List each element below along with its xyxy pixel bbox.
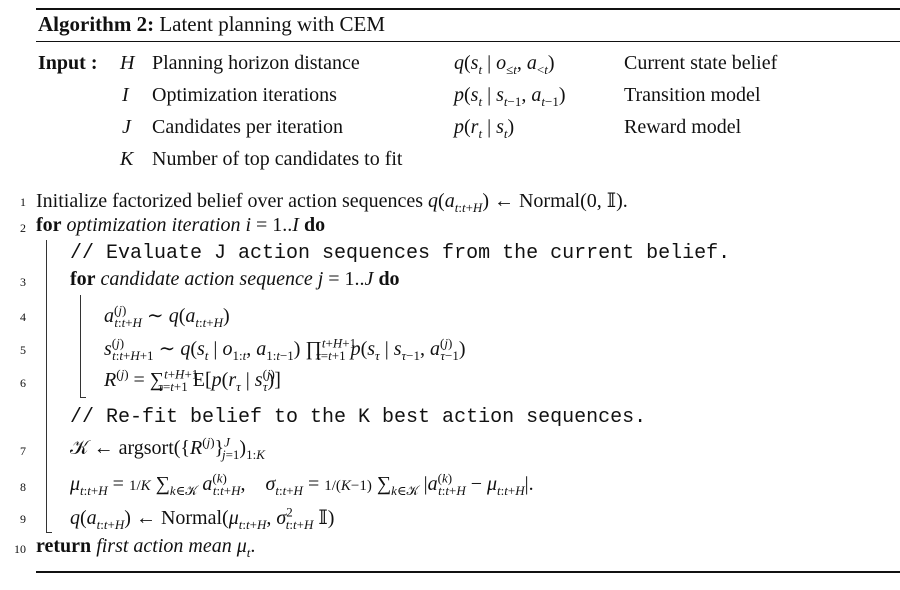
- comment-line: // Re-fit belief to the K best action se…: [70, 406, 646, 429]
- algorithm-line-4: a(j)t:t+H ∼ q(at:t+H): [104, 302, 230, 330]
- algorithm-line-5: s(j)t:t+H+1 ∼ q(st | o1:t, a1:t−1) ∏t+H+…: [104, 335, 466, 363]
- bottom-rule: [36, 571, 900, 573]
- line-number: 3: [20, 275, 26, 289]
- line-number: 8: [20, 480, 26, 494]
- input-symbol: I: [122, 84, 129, 106]
- keyword-do: do: [303, 214, 326, 236]
- block-bar-outer: [46, 240, 47, 532]
- return-description: first action mean: [96, 535, 232, 557]
- keyword-for: for: [70, 268, 96, 290]
- algorithm-title: Algorithm 2: Latent planning with CEM: [38, 12, 385, 37]
- keyword-do: do: [378, 268, 400, 290]
- input-description: Candidates per iteration: [152, 116, 344, 138]
- block-bar-inner-end: [80, 397, 86, 398]
- loop-range: j = 1..J: [317, 268, 374, 290]
- keyword-for: for: [36, 214, 62, 236]
- input-expression-description: Transition model: [624, 84, 761, 106]
- top-rule: [36, 8, 900, 10]
- algorithm-line-3: for candidate action sequence j = 1..J d…: [70, 268, 400, 291]
- loop-description: optimization iteration: [66, 214, 241, 236]
- loop-range: i = 1..I: [245, 214, 299, 236]
- algorithm-line-9: q(at:t+H) ← Normal(μt:t+H, σ2t:t+H 𝕀): [70, 504, 335, 532]
- block-bar-inner: [80, 295, 81, 397]
- keyword-return: return: [36, 535, 92, 557]
- input-expression: q(st | o≤t, a<t): [454, 52, 555, 77]
- input-expression-description: Current state belief: [624, 52, 778, 74]
- line-number: 6: [20, 376, 26, 390]
- input-expression-description: Reward model: [624, 116, 742, 138]
- line-number: 4: [20, 310, 26, 324]
- input-symbol: H: [120, 52, 135, 74]
- algorithm-line-7: 𝒦 ← argsort({R(j)}Jj=1)1:K: [70, 434, 265, 462]
- title-rule: [36, 41, 900, 42]
- algorithm-line-1: Initialize factorized belief over action…: [36, 188, 628, 215]
- input-label: Input :: [38, 52, 98, 74]
- algorithm-label: Algorithm 2:: [38, 12, 155, 36]
- algorithm-line-2: for optimization iteration i = 1..I do: [36, 214, 325, 237]
- line-number: 10: [14, 542, 26, 556]
- line-number: 1: [20, 195, 26, 209]
- algorithm-line-8: μt:t+H = 1/K ∑k∈𝒦 a(k)t:t+H, σt:t+H = 1/…: [70, 470, 534, 498]
- input-description: Number of top candidates to fit: [152, 148, 403, 170]
- algorithm-name: Latent planning with CEM: [159, 12, 386, 36]
- comment-line: // Evaluate J action sequences from the …: [70, 242, 730, 265]
- input-expression: p(rt | st): [454, 116, 515, 141]
- input-expression: p(st | st−1, at−1): [454, 84, 566, 109]
- comment-text: // Evaluate J action sequences from the …: [70, 242, 731, 265]
- line-number: 7: [20, 444, 26, 458]
- loop-description: candidate action sequence: [100, 268, 313, 290]
- algorithm-line-6: R(j) = ∑t+H+1τ=t+1 E[p(rτ | s(j)τ)]: [104, 366, 281, 394]
- comment-text: // Re-fit belief to the K best action se…: [70, 406, 647, 429]
- input-symbol: J: [122, 116, 131, 138]
- input-description: Planning horizon distance: [152, 52, 360, 74]
- algorithm-line-10: return first action mean μt.: [36, 535, 256, 560]
- line-number: 9: [20, 512, 26, 526]
- input-description: Optimization iterations: [152, 84, 337, 106]
- block-bar-outer-end: [46, 532, 52, 533]
- line-number: 2: [20, 221, 26, 235]
- line-number: 5: [20, 343, 26, 357]
- line-text: Initialize factorized belief over action…: [36, 190, 628, 215]
- input-symbol: K: [120, 148, 134, 170]
- return-value: μt.: [236, 535, 256, 560]
